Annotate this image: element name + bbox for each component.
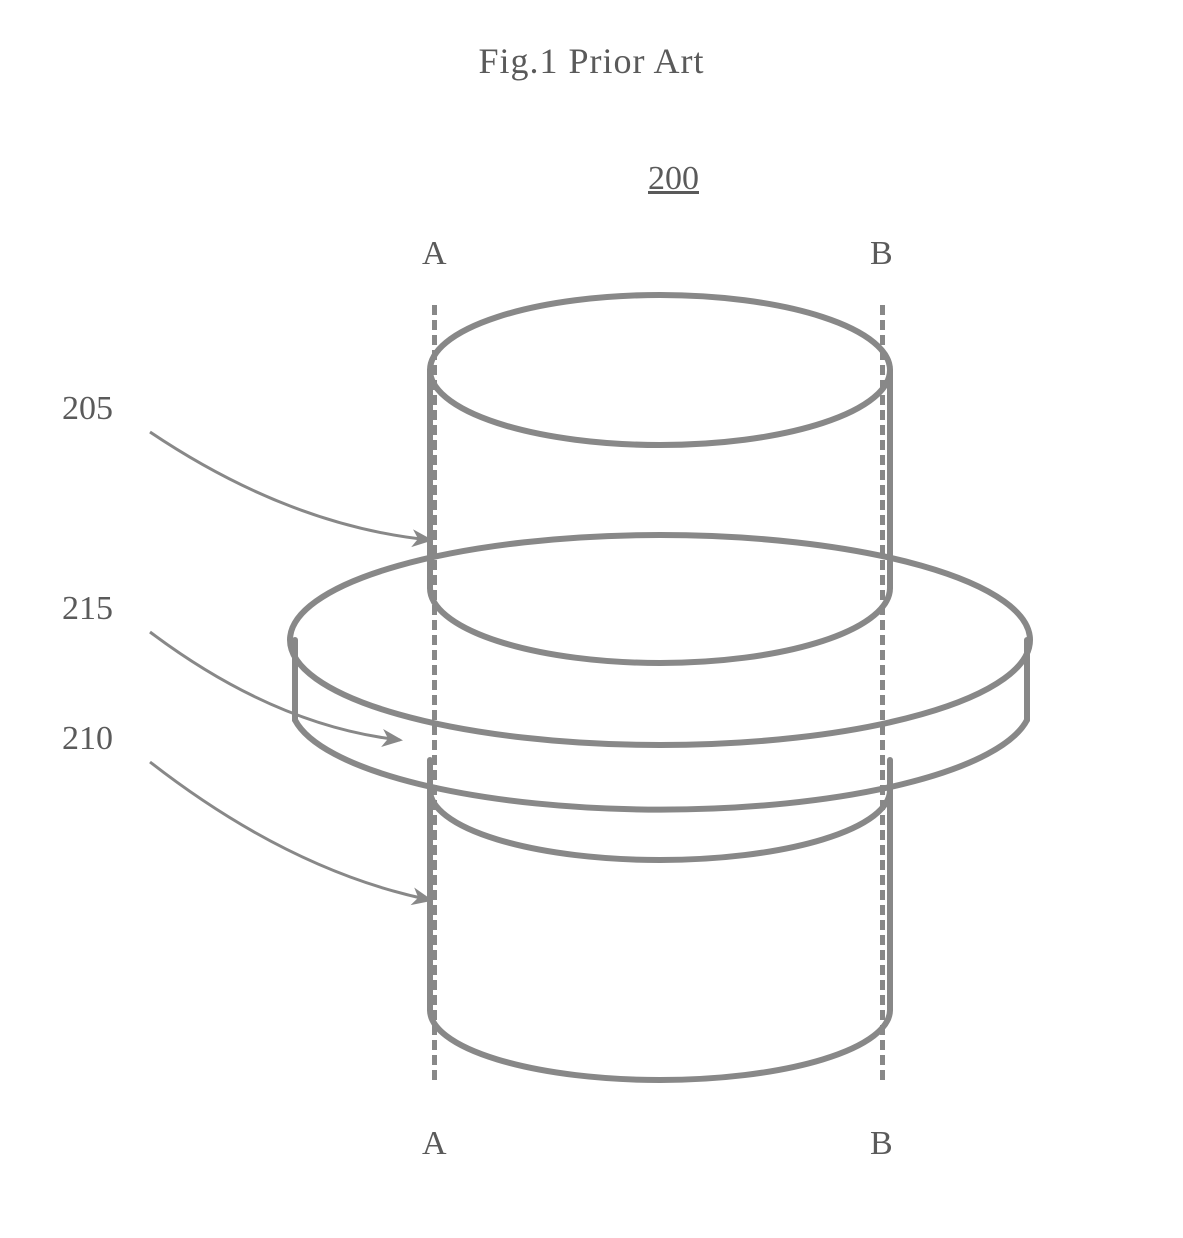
callout-215: 215 — [62, 590, 113, 628]
section-line-b — [880, 305, 885, 1080]
figure-title: Fig.1 Prior Art — [478, 40, 704, 82]
section-letter-a-bottom: A — [422, 1125, 447, 1163]
assembly-reference: 200 — [648, 160, 699, 198]
section-letter-a-top: A — [422, 235, 447, 273]
section-line-a — [432, 305, 437, 1080]
diagram-svg — [0, 0, 1183, 1238]
callout-210: 210 — [62, 720, 113, 758]
callout-205: 205 — [62, 390, 113, 428]
section-letter-b-bottom: B — [870, 1125, 893, 1163]
section-letter-b-top: B — [870, 235, 893, 273]
